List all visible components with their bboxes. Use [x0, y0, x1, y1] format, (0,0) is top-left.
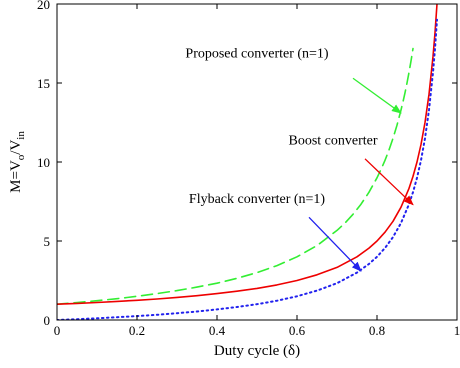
annotation-arrow-proposed: [352, 77, 402, 114]
x-tick-label: 0.2: [129, 323, 145, 338]
y-tick-label: 5: [44, 234, 51, 249]
series-line-boost: [57, 4, 438, 305]
x-tick-label: 0.8: [369, 323, 385, 338]
y-tick-label: 10: [37, 155, 50, 170]
y-tick-label: 15: [37, 76, 50, 91]
annotation-layer: Proposed converter (n=1) Boost converter F…: [185, 47, 414, 272]
series-line-proposed: [57, 47, 414, 305]
x-tick-label: 1: [454, 323, 460, 338]
y-tick-label: 20: [37, 0, 50, 12]
x-tick-label: 0: [54, 323, 61, 338]
y-tick-label: 0: [44, 313, 51, 328]
annotation-label-boost: Boost converter: [288, 134, 377, 149]
annotation-label-flyback: Flyback converter (n=1): [189, 192, 326, 207]
series-layer: [57, 4, 438, 320]
y-label-base: M=V: [8, 160, 24, 193]
x-tick-label: 0.6: [289, 323, 306, 338]
x-tick-label: 0.4: [209, 323, 226, 338]
series-line-flyback: [57, 18, 438, 320]
x-axis-label: Duty cycle (δ): [214, 343, 300, 359]
annotation-arrow-boost: [364, 158, 414, 206]
y-axis-label: M=Vo/Vin: [8, 131, 27, 193]
y-label-mid: /V: [8, 140, 24, 155]
annotation-arrow-flyback: [308, 216, 362, 272]
annotation-label-proposed: Proposed converter (n=1): [185, 47, 329, 62]
y-label-sub-in: in: [15, 131, 27, 140]
y-label-sub-o: o: [15, 154, 27, 160]
